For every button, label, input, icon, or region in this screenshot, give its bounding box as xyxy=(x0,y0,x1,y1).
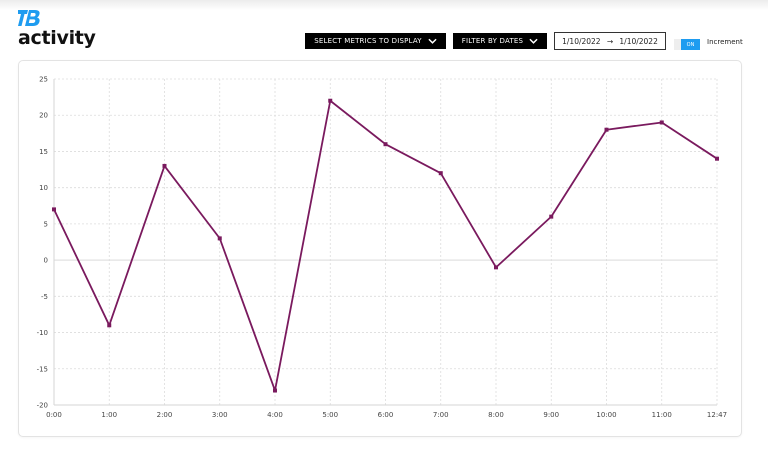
x-tick-label: 3:00 xyxy=(212,411,228,419)
data-point[interactable] xyxy=(383,142,388,147)
select-metrics-button[interactable]: SELECT METRICS TO DISPLAY xyxy=(305,33,446,49)
y-tick-label: -10 xyxy=(37,329,48,337)
data-point[interactable] xyxy=(217,236,222,241)
data-point[interactable] xyxy=(715,156,719,161)
x-tick-label: 10:00 xyxy=(596,411,616,419)
chart-card xyxy=(18,60,742,437)
data-point[interactable] xyxy=(52,207,56,212)
increment-label: Increment xyxy=(707,38,743,46)
x-tick-label: 4:00 xyxy=(267,411,283,419)
x-tick-label: 8:00 xyxy=(488,411,504,419)
date-to[interactable]: 1/10/2022 xyxy=(619,36,658,46)
y-tick-label: -20 xyxy=(37,402,48,410)
x-tick-label: 5:00 xyxy=(322,411,338,419)
y-tick-label: 25 xyxy=(39,76,48,84)
page-title: activity xyxy=(18,27,96,49)
data-point[interactable] xyxy=(328,98,333,103)
arrow-right-icon: → xyxy=(606,36,614,46)
y-tick-label: 10 xyxy=(39,184,48,192)
data-point[interactable] xyxy=(162,163,167,168)
chevron-down-icon xyxy=(428,38,437,44)
x-tick-label: 11:00 xyxy=(652,411,672,419)
y-tick-label: 5 xyxy=(44,220,48,228)
x-tick-label: 6:00 xyxy=(378,411,394,419)
data-point[interactable] xyxy=(549,214,554,219)
data-point[interactable] xyxy=(604,127,609,132)
date-range-picker[interactable]: 1/10/2022 → 1/10/2022 xyxy=(554,32,666,50)
x-tick-label: 2:00 xyxy=(157,411,173,419)
data-point[interactable] xyxy=(659,120,664,125)
data-point[interactable] xyxy=(107,323,112,328)
top-shade xyxy=(0,0,768,10)
x-tick-label: 7:00 xyxy=(433,411,449,419)
y-tick-label: -5 xyxy=(41,293,48,301)
y-tick-label: -15 xyxy=(37,365,48,373)
increment-toggle[interactable]: ON xyxy=(674,39,700,50)
y-tick-label: 0 xyxy=(44,257,48,265)
filter-by-dates-button[interactable]: FILTER BY DATES xyxy=(453,33,547,49)
chevron-down-icon xyxy=(529,38,538,44)
toggle-knob: ON xyxy=(681,39,700,50)
y-tick-label: 20 xyxy=(39,112,48,120)
date-from[interactable]: 1/10/2022 xyxy=(562,36,601,46)
x-tick-label: 9:00 xyxy=(543,411,559,419)
filter-by-dates-label: FILTER BY DATES xyxy=(461,37,524,45)
logo-icon xyxy=(18,10,40,26)
x-tick-label: 1:00 xyxy=(101,411,117,419)
data-point[interactable] xyxy=(438,171,443,176)
data-point[interactable] xyxy=(494,265,498,270)
select-metrics-label: SELECT METRICS TO DISPLAY xyxy=(314,37,422,45)
data-point[interactable] xyxy=(273,388,277,393)
x-tick-label: 12:47 xyxy=(707,411,727,419)
x-tick-label: 0:00 xyxy=(46,411,62,419)
y-tick-label: 15 xyxy=(39,148,48,156)
